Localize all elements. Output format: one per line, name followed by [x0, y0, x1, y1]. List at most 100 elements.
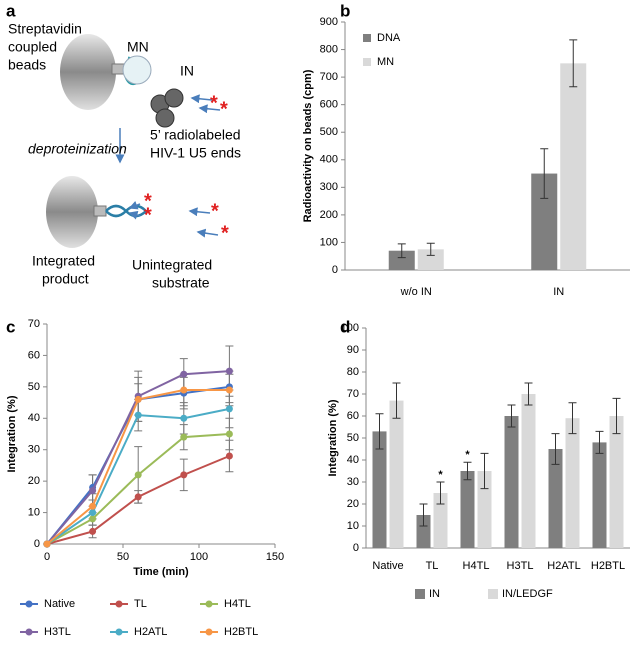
y-tick-label: 700 [320, 71, 338, 83]
y-tick-label: 70 [347, 388, 359, 400]
x-tick-label: 50 [117, 551, 129, 563]
bead [60, 34, 116, 110]
error-bar [375, 413, 384, 450]
legend-swatch [415, 589, 425, 599]
legend-label: TL [134, 598, 147, 610]
x-tick-label: H4TL [463, 560, 490, 572]
y-tick-label: 30 [28, 444, 40, 456]
arrow [128, 201, 141, 210]
y-tick-label: 0 [353, 542, 359, 554]
bead-label: Streptavidin [8, 21, 82, 37]
y-tick-label: 0 [34, 538, 40, 550]
star: * [220, 98, 228, 120]
arrow [196, 228, 219, 238]
in-protein [155, 108, 175, 128]
x-tick-label: 100 [190, 551, 208, 563]
x-tick-label: Native [372, 560, 403, 572]
unintegrated-label: substrate [152, 275, 210, 291]
y-tick-label: 60 [347, 410, 359, 422]
arrow [190, 94, 213, 104]
substrate-label: 5’ radiolabeled [150, 127, 241, 143]
y-tick-label: 50 [347, 432, 359, 444]
product-label: product [42, 271, 89, 287]
y-tick-label: 40 [28, 412, 40, 424]
integrated-dna [105, 204, 147, 218]
marker [180, 414, 188, 422]
legend-label: DNA [377, 32, 401, 44]
error-bar [419, 503, 428, 527]
product-label: Integrated [32, 253, 95, 269]
bar [560, 63, 587, 271]
chart: b Radioactivity on beads (cpm) 0 100 200 300 4… [302, 1, 630, 298]
bar [521, 394, 536, 548]
marker [89, 487, 97, 495]
marker [134, 395, 142, 403]
y-tick-label: 100 [341, 322, 359, 334]
bar [372, 431, 387, 548]
legend-label: H4TL [224, 598, 251, 610]
bar [388, 250, 415, 270]
substrate-label: HIV-1 U5 ends [150, 145, 241, 161]
y-tick-label: 40 [347, 454, 359, 466]
x-tick-label: H2ATL [547, 560, 580, 572]
marker [134, 493, 142, 501]
bar [460, 471, 475, 548]
x-axis-title: Time (min) [133, 566, 189, 578]
panel-label: a [6, 1, 16, 20]
y-tick-label: 0 [332, 264, 338, 276]
bar [565, 418, 580, 548]
error-bar [507, 404, 516, 428]
mn-label: MN [127, 39, 149, 55]
legend-marker [115, 600, 123, 608]
y-tick-label: 20 [347, 498, 359, 510]
bead [46, 176, 98, 248]
bead-label: coupled [8, 39, 57, 55]
marker [180, 471, 188, 479]
in-protein [164, 88, 184, 108]
error-bar [392, 382, 401, 419]
error-bar [551, 433, 560, 465]
y-tick-label: 60 [28, 349, 40, 361]
y-tick-label: 10 [347, 520, 359, 532]
legend-label: IN/LEDGF [502, 588, 553, 600]
y-tick-label: 500 [320, 126, 338, 138]
mn [122, 55, 152, 85]
x-tick-label: 150 [266, 551, 284, 563]
marker [180, 370, 188, 378]
bar [389, 400, 404, 548]
legend-marker [25, 628, 33, 636]
error-bar [436, 481, 445, 505]
panel-label: c [6, 317, 15, 336]
legend-swatch [363, 34, 371, 42]
error-bar [568, 402, 577, 435]
error-bar [612, 397, 621, 435]
bar [416, 515, 431, 548]
error-bar [595, 430, 604, 454]
legend-swatch [488, 589, 498, 599]
legend-swatch [363, 58, 371, 66]
y-tick-label: 800 [320, 43, 338, 55]
x-tick-label: IN [553, 286, 564, 298]
x-tick-label: H2BTL [591, 560, 625, 572]
bar [433, 493, 448, 548]
y-tick-label: 200 [320, 209, 338, 221]
bar [477, 471, 492, 548]
marker [225, 430, 233, 438]
error-bar [426, 242, 435, 256]
panel-label: b [340, 1, 350, 20]
marker [89, 515, 97, 523]
error-bar [397, 243, 406, 259]
legend-marker [205, 628, 213, 636]
marker [134, 411, 142, 419]
error-bar [524, 382, 533, 406]
arrow [128, 210, 141, 220]
bar [592, 442, 607, 548]
chart: d Integration (%) 0 10 20 30 40 50 60 70 80 90 100 Na… [327, 317, 630, 600]
arrow [188, 207, 211, 217]
linker [93, 205, 107, 217]
marker [134, 471, 142, 479]
error-bar [463, 461, 472, 481]
marker [89, 509, 97, 517]
legend-marker [115, 628, 123, 636]
bead-label: beads [8, 57, 46, 73]
